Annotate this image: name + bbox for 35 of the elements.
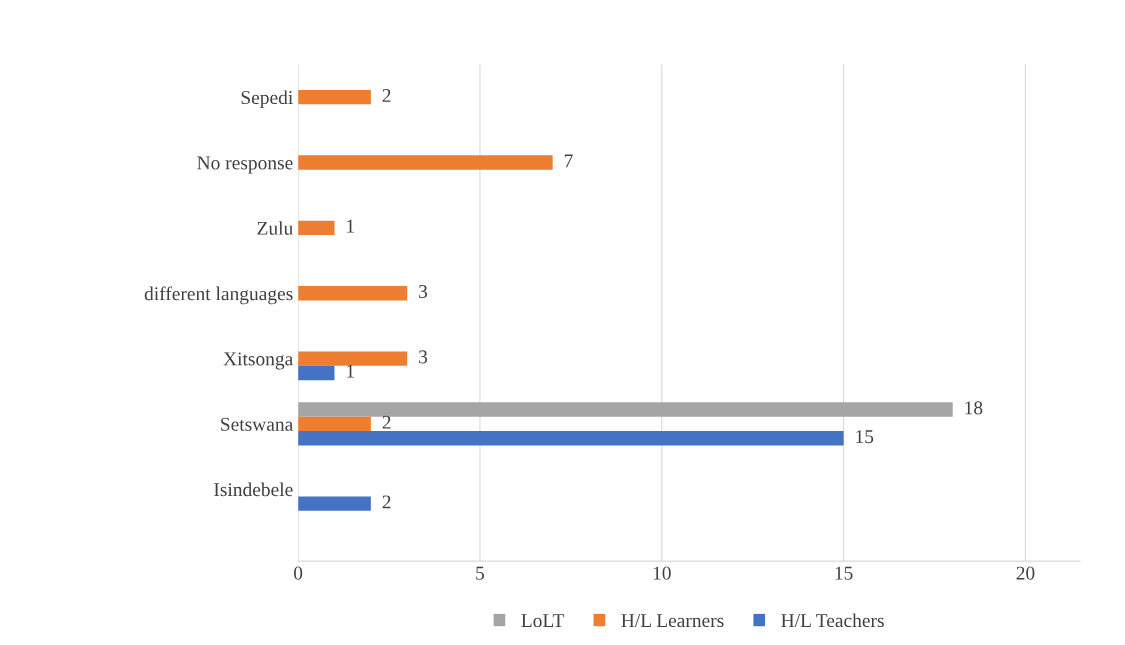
bar	[298, 496, 371, 511]
bar	[298, 89, 371, 105]
y-tick-label: Setswana	[221, 417, 293, 431]
x-tick-label: 5	[476, 566, 485, 580]
y-tick-label: Zulu	[257, 221, 293, 235]
legend-label: LoLT	[521, 614, 565, 628]
y-tick-label: Xitsonga	[223, 352, 293, 370]
bar	[298, 431, 844, 446]
bar	[298, 416, 371, 432]
bar	[298, 286, 408, 301]
y-tick-label: Sepedi	[241, 90, 293, 109]
y-tick-label: Isindebele	[214, 482, 293, 497]
data-label: 3	[419, 350, 428, 364]
data-label: 18	[965, 401, 983, 415]
data-label: 1	[347, 364, 354, 378]
legend-label: H/L Learners	[621, 614, 724, 628]
y-tick-label: different languages	[144, 286, 293, 305]
bar	[298, 220, 335, 236]
bar	[298, 365, 335, 381]
x-tick-label: 10	[653, 566, 671, 580]
data-label: 3	[419, 285, 428, 299]
bar	[298, 402, 953, 417]
data-label: 2	[382, 415, 391, 429]
data-label: 1	[347, 219, 354, 233]
data-label: 7	[564, 154, 573, 168]
bar	[298, 155, 553, 170]
x-tick-label: 15	[835, 566, 853, 580]
data-label: 2	[382, 495, 391, 509]
data-label: 15	[856, 430, 874, 444]
data-label: 2	[382, 88, 391, 102]
x-tick-label: 0	[294, 566, 303, 580]
x-tick-label: 20	[1016, 566, 1035, 580]
bar	[298, 351, 408, 366]
legend-label: H/L Teachers	[781, 613, 884, 628]
y-tick-label: No response	[197, 156, 293, 174]
